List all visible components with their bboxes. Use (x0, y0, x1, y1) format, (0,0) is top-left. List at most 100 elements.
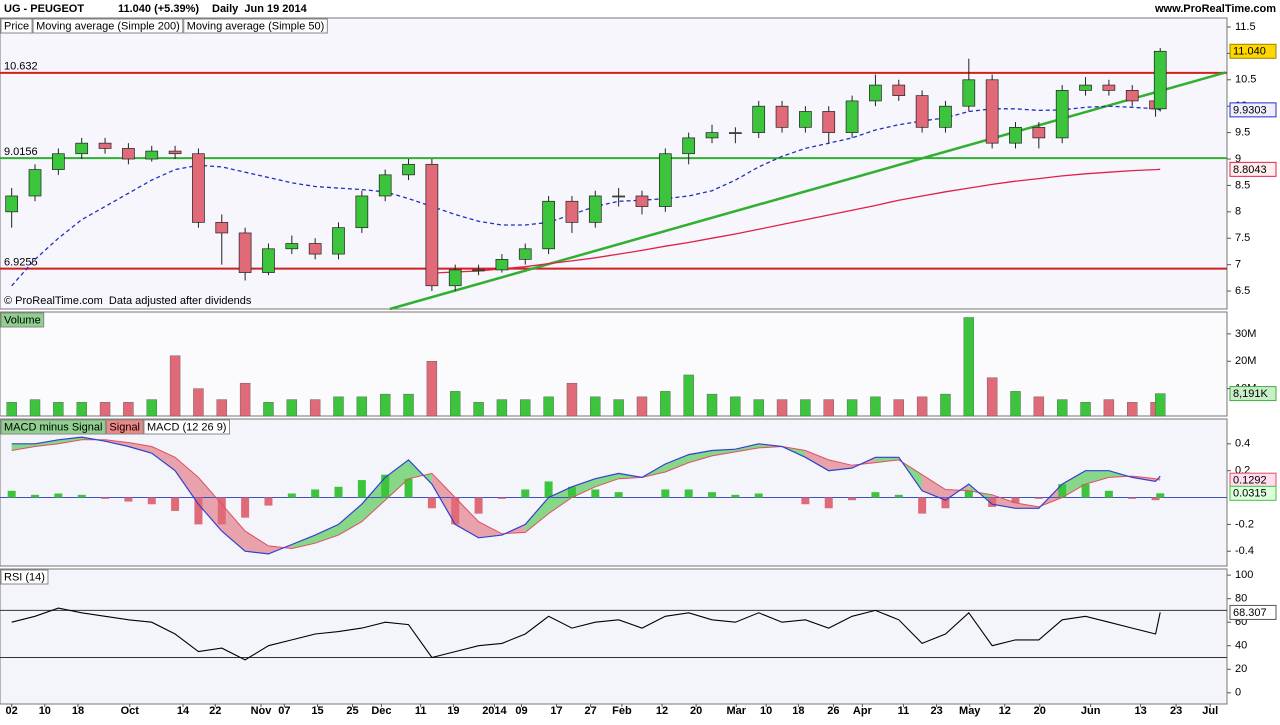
candle-body (215, 222, 229, 234)
macd-signal-fill (1062, 470, 1086, 498)
volume-bar (846, 399, 858, 417)
candle-body (612, 195, 625, 198)
candle-body (308, 243, 322, 255)
macd-signal-fill (175, 457, 199, 505)
x-tick-label: 11 (898, 705, 910, 717)
value-tag (1229, 386, 1277, 402)
macd-signal-fill (828, 459, 853, 471)
histogram-bar (497, 497, 506, 499)
level-label: 6.9255 (4, 256, 38, 268)
price-change: 11.040 (+5.39%) (118, 3, 199, 15)
histogram-bar (124, 497, 133, 502)
histogram-bar (381, 474, 390, 498)
candle-body (985, 79, 999, 144)
candle-body (1102, 84, 1116, 91)
x-tick-label: 23 (930, 705, 942, 717)
y-tick-label: 11.5 (1235, 21, 1256, 33)
y-tick-label: 30M (1235, 328, 1256, 340)
y-tick-label: 20M (1235, 355, 1256, 367)
volume-bar (963, 317, 975, 417)
volume-bar (356, 396, 368, 417)
x-tick-label: 18 (792, 705, 804, 717)
candle-body (962, 79, 976, 107)
candle-body (28, 169, 42, 197)
candle-body (822, 111, 836, 133)
legend-entry: MACD minus Signal (4, 421, 102, 433)
volume-bar (333, 396, 344, 417)
volume-bar (1127, 402, 1138, 417)
y-tick-label: 8 (1235, 206, 1241, 218)
trendline (389, 71, 1226, 311)
macd-signal-fill (128, 442, 152, 454)
legend-box (0, 569, 49, 585)
candle-body (518, 248, 532, 260)
histogram-bar (451, 497, 460, 525)
x-tick-label: 14 (177, 705, 190, 717)
candle-body (145, 150, 159, 160)
x-tick-label: 25 (346, 705, 358, 717)
histogram-bar (31, 494, 40, 498)
macd-signal-fill (361, 477, 386, 522)
macd-panel (0, 418, 1228, 567)
volume-bar (146, 399, 157, 417)
x-tick-label: 18 (72, 705, 84, 717)
candle-body (238, 232, 252, 273)
volume-bar (590, 396, 601, 417)
volume-bar (520, 399, 531, 417)
volume-bar (916, 396, 928, 417)
histogram-bar (1011, 497, 1020, 503)
candle-body (332, 227, 345, 255)
candle-body (869, 84, 882, 102)
macd-signal-fill (455, 497, 479, 538)
y-tick-label: 6.5 (1235, 285, 1250, 297)
y-tick-label: 0 (1235, 687, 1241, 699)
macd-line (11, 436, 1161, 555)
volume-bar (403, 393, 414, 417)
value-tag-label: 9.9303 (1233, 104, 1267, 116)
histogram-bar (661, 489, 670, 498)
x-tick-label: Oct (121, 705, 140, 717)
macd-signal-fill (478, 521, 502, 538)
value-tag-label: 8.8043 (1233, 164, 1267, 176)
macd-signal-fill (712, 449, 736, 456)
macd-signal-fill (525, 497, 549, 533)
candle-body (472, 269, 485, 272)
legend-box (0, 312, 45, 328)
legend-box (32, 18, 184, 34)
y-tick-label: 7.5 (1235, 232, 1250, 244)
histogram-bar (474, 497, 483, 514)
candle-body (168, 150, 182, 155)
histogram-bar (334, 486, 343, 498)
macd-signal-fill (151, 446, 176, 471)
legend-entry: Moving average (Simple 50) (187, 20, 325, 32)
candle-body (98, 142, 112, 149)
volume-bar (1033, 396, 1045, 417)
histogram-bar (241, 497, 250, 518)
legend-entry: RSI (14) (4, 571, 45, 583)
value-tag (1229, 102, 1277, 118)
histogram-bar (894, 494, 903, 498)
volume-bar (169, 355, 181, 417)
volume-bar (123, 402, 134, 417)
histogram-bar (614, 492, 623, 498)
x-tick-label: 20 (1034, 705, 1046, 717)
annotation: © ProRealTime.com Data adjusted after di… (4, 295, 252, 307)
histogram-bar (357, 480, 366, 498)
candle-body (425, 163, 439, 287)
candle-body (378, 174, 392, 197)
volume-bar (706, 393, 718, 417)
histogram-bar (404, 478, 413, 498)
histogram-bar (591, 489, 600, 498)
y-tick-label: 9 (1235, 153, 1241, 165)
volume-bar (286, 399, 298, 417)
y-tick-label: 10.5 (1235, 74, 1256, 86)
x-tick-label: Nov (251, 705, 273, 717)
candle-body (729, 132, 742, 134)
candle-body (705, 132, 719, 139)
value-tag-label: 0.0315 (1233, 488, 1267, 500)
volume-bar (6, 402, 17, 417)
histogram-bar (941, 497, 950, 509)
candle-body (1055, 90, 1069, 139)
volume-bar (426, 361, 438, 417)
